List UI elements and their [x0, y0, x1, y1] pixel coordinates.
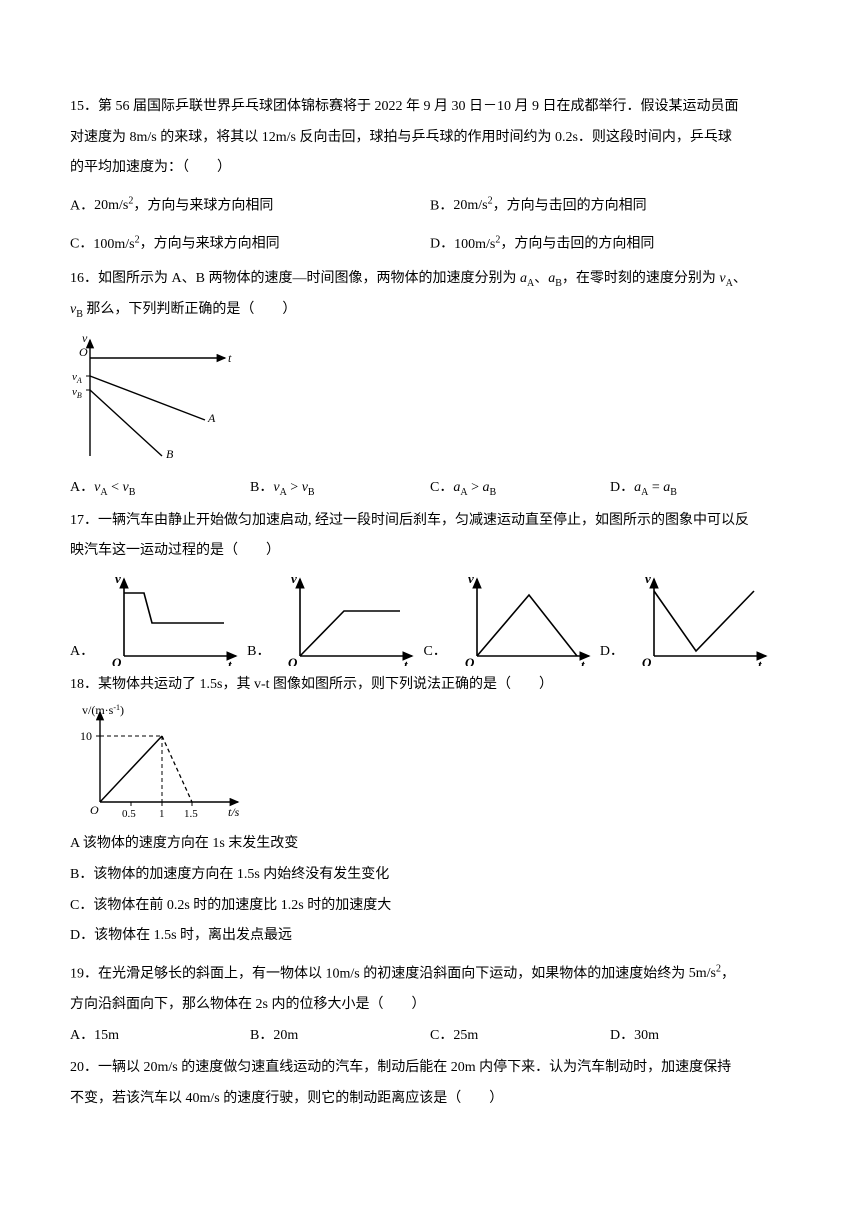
q18-graph: v/(m·s-1) t/s O 10 0.5 1 1.5 — [70, 702, 250, 827]
q16-line2: vB 那么，下列判断正确的是（ ） — [70, 297, 790, 324]
q15-opt-a: A．20m/s2，方向与来球方向相同 — [70, 192, 430, 220]
q17-figures: A． v t O B． v t O C． — [70, 571, 790, 666]
svg-text:t: t — [228, 351, 232, 365]
q15-opt-c: C．100m/s2，方向与来球方向相同 — [70, 230, 430, 258]
question-18: 18．某物体共运动了 1.5s，其 v-t 图像如图所示，则下列说法正确的是（ … — [70, 672, 790, 950]
svg-text:1.5: 1.5 — [184, 808, 198, 820]
q18-opt-d: D．该物体在 1.5s 时，离出发点最远 — [70, 923, 790, 950]
svg-text:10: 10 — [80, 729, 92, 743]
q17-line1: 17．一辆汽车由静止开始做匀加速启动, 经过一段时间后刹车，匀减速运动直至停止，… — [70, 508, 790, 535]
q17-label-a: A． — [70, 639, 94, 666]
q17-fig-b: B． v t O — [247, 571, 419, 666]
q20-line2: 不变，若该汽车以 40m/s 的速度行驶，则它的制动距离应该是（ ） — [70, 1086, 790, 1113]
svg-text:v: v — [115, 571, 121, 586]
q17-line2: 映汽车这一运动过程的是（ ） — [70, 538, 790, 565]
q19-line1: 19．在光滑足够长的斜面上，有一物体以 10m/s 的初速度沿斜面向下运动，如果… — [70, 960, 790, 988]
q19-opt-c: C．25m — [430, 1023, 610, 1050]
question-16: 16．如图所示为 A、B 两物体的速度—时间图像，两物体的加速度分别为 aA、a… — [70, 266, 790, 501]
q16-options: A．vA < vB B．vA > vB C．aA > aB D．aA = aB — [70, 475, 790, 502]
q15-line2: 对速度为 8m/s 的来球，将其以 12m/s 反向击回，球拍与乒乓球的作用时间… — [70, 125, 790, 152]
q18-line1: 18．某物体共运动了 1.5s，其 v-t 图像如图所示，则下列说法正确的是（ … — [70, 672, 790, 699]
svg-text:t: t — [758, 657, 762, 666]
q17-fig-a: A． v t O — [70, 571, 243, 666]
svg-text:O: O — [90, 803, 99, 817]
svg-text:v: v — [291, 571, 297, 586]
q18-opt-a: A 该物体的速度方向在 1s 末发生改变 — [70, 831, 790, 858]
q16-line1: 16．如图所示为 A、B 两物体的速度—时间图像，两物体的加速度分别为 aA、a… — [70, 266, 790, 293]
svg-text:v: v — [468, 571, 474, 586]
q18-opt-b: B．该物体的加速度方向在 1.5s 内始终没有发生变化 — [70, 862, 790, 889]
q15-line3: 的平均加速度为：（ ） — [70, 155, 790, 182]
svg-text:v/(m·s-1): v/(m·s-1) — [82, 703, 124, 717]
q20-line1: 20．一辆以 20m/s 的速度做匀速直线运动的汽车，制动后能在 20m 内停下… — [70, 1055, 790, 1082]
svg-text:v: v — [82, 331, 88, 345]
q16-opt-b: B．vA > vB — [250, 475, 430, 502]
q17-fig-d: D． v t O — [600, 571, 773, 666]
q16-opt-a: A．vA < vB — [70, 475, 250, 502]
svg-text:O: O — [288, 655, 298, 666]
q19-opt-d: D．30m — [610, 1023, 790, 1050]
q16-opt-d: D．aA = aB — [610, 475, 790, 502]
q19-opt-a: A．15m — [70, 1023, 250, 1050]
svg-text:B: B — [166, 447, 174, 461]
svg-text:t: t — [581, 657, 585, 666]
svg-text:1: 1 — [159, 808, 165, 820]
svg-text:O: O — [79, 345, 88, 359]
q19-opt-b: B．20m — [250, 1023, 430, 1050]
q15-opt-d: D．100m/s2，方向与击回的方向相同 — [430, 230, 790, 258]
q17-label-c: C． — [423, 639, 446, 666]
q19-options: A．15m B．20m C．25m D．30m — [70, 1023, 790, 1050]
question-19: 19．在光滑足够长的斜面上，有一物体以 10m/s 的初速度沿斜面向下运动，如果… — [70, 960, 790, 1049]
q15-line1: 15．第 56 届国际乒联世界乒乓球团体锦标赛将于 2022 年 9 月 30 … — [70, 94, 790, 121]
q16-opt-c: C．aA > aB — [430, 475, 610, 502]
q16-graph: v t O vA vB A B — [70, 328, 240, 463]
q17-label-b: B． — [247, 639, 270, 666]
svg-text:v: v — [645, 571, 651, 586]
svg-text:t: t — [404, 657, 408, 666]
q15-opt-b: B．20m/s2，方向与击回的方向相同 — [430, 192, 790, 220]
svg-text:vB: vB — [72, 386, 82, 400]
q17-fig-c: C． v t O — [423, 571, 595, 666]
svg-text:0.5: 0.5 — [122, 808, 136, 820]
svg-text:vA: vA — [72, 371, 82, 385]
question-15: 15．第 56 届国际乒联世界乒乓球团体锦标赛将于 2022 年 9 月 30 … — [70, 94, 790, 258]
svg-text:O: O — [112, 655, 122, 666]
q18-opt-c: C．该物体在前 0.2s 时的加速度比 1.2s 时的加速度大 — [70, 893, 790, 920]
q15-options-row1: A．20m/s2，方向与来球方向相同 B．20m/s2，方向与击回的方向相同 — [70, 192, 790, 220]
svg-text:t: t — [228, 657, 232, 666]
q15-options-row2: C．100m/s2，方向与来球方向相同 D．100m/s2，方向与击回的方向相同 — [70, 230, 790, 258]
svg-text:t/s: t/s — [228, 805, 240, 819]
svg-text:A: A — [207, 411, 216, 425]
question-20: 20．一辆以 20m/s 的速度做匀速直线运动的汽车，制动后能在 20m 内停下… — [70, 1055, 790, 1112]
svg-text:O: O — [465, 655, 475, 666]
svg-text:O: O — [642, 655, 652, 666]
question-17: 17．一辆汽车由静止开始做匀加速启动, 经过一段时间后刹车，匀减速运动直至停止，… — [70, 508, 790, 666]
q17-label-d: D． — [600, 639, 624, 666]
q19-line2: 方向沿斜面向下，那么物体在 2s 内的位移大小是（ ） — [70, 992, 790, 1019]
